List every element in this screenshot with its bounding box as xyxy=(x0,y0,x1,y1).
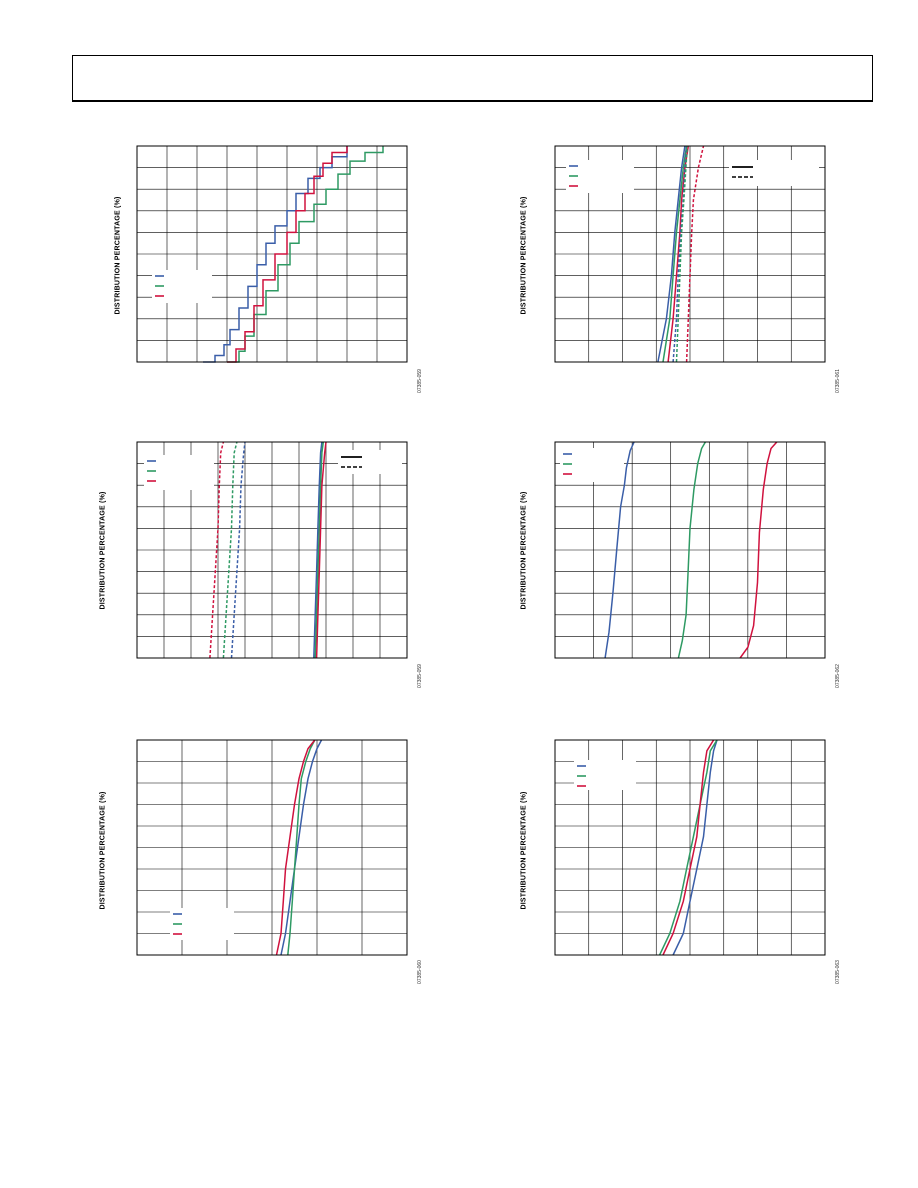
plot-frame xyxy=(554,145,826,363)
legend xyxy=(574,760,636,790)
y-axis-label: DISTRIBUTION PERCENTAGE (%) xyxy=(520,195,528,315)
series-line-red-solid xyxy=(275,739,316,956)
plot-frame xyxy=(554,441,826,659)
series-line-red-dashed xyxy=(209,441,225,659)
plot-area xyxy=(136,739,408,956)
series-line-red-solid xyxy=(227,146,348,363)
y-axis-label: DISTRIBUTION PERCENTAGE (%) xyxy=(520,490,528,610)
y-axis-label: DISTRIBUTION PERCENTAGE (%) xyxy=(114,195,122,315)
figure-id: 07385-059 xyxy=(416,369,423,393)
legend xyxy=(560,448,624,482)
plot-area xyxy=(554,739,826,956)
figure-id: 07385-061 xyxy=(834,369,841,393)
series-line-blue-solid xyxy=(604,441,635,659)
plot-area xyxy=(554,441,826,659)
plot-area xyxy=(136,441,408,659)
y-axis-label: DISTRIBUTION PERCENTAGE (%) xyxy=(99,790,107,910)
figure-id: 07385-062 xyxy=(834,664,841,688)
plot-area xyxy=(136,145,408,363)
legend-line-style xyxy=(338,450,402,474)
figure-id: 07385-060 xyxy=(416,960,423,984)
series-line-green-solid xyxy=(662,145,688,363)
y-axis-label: DISTRIBUTION PERCENTAGE (%) xyxy=(99,490,107,610)
series-line-green-solid xyxy=(227,146,384,363)
series-line-green-dashed xyxy=(222,441,238,659)
series-line-red-solid xyxy=(667,145,690,363)
series-line-green-solid xyxy=(287,739,316,956)
y-axis-label: DISTRIBUTION PERCENTAGE (%) xyxy=(520,790,528,910)
series-line-blue-solid xyxy=(672,739,718,956)
figure-id: 07385-059 xyxy=(416,664,423,688)
legend xyxy=(566,160,634,193)
plot-frame xyxy=(136,441,408,659)
plot-frame xyxy=(136,145,408,363)
series-line-red-solid xyxy=(739,441,778,659)
legend-line-style xyxy=(729,160,819,186)
series-line-green-solid xyxy=(658,739,718,956)
series-line-blue-solid xyxy=(657,145,686,363)
figure-id: 07385-063 xyxy=(834,960,841,984)
series-line-blue-solid xyxy=(203,146,348,363)
series-line-green-solid xyxy=(677,441,707,659)
series-line-blue-dashed xyxy=(230,441,246,659)
legend xyxy=(152,270,212,303)
series-line-blue-solid xyxy=(280,739,323,956)
legend xyxy=(144,455,214,490)
series-line-red-solid xyxy=(662,739,715,956)
plot-area xyxy=(554,145,826,363)
plot-frame xyxy=(554,739,826,956)
series-line-blue-solid xyxy=(313,441,323,659)
page-header-box xyxy=(72,55,873,102)
legend xyxy=(170,908,234,940)
plot-frame xyxy=(136,739,408,956)
series-line-red-solid xyxy=(315,441,327,659)
series-line-green-solid xyxy=(314,441,325,659)
